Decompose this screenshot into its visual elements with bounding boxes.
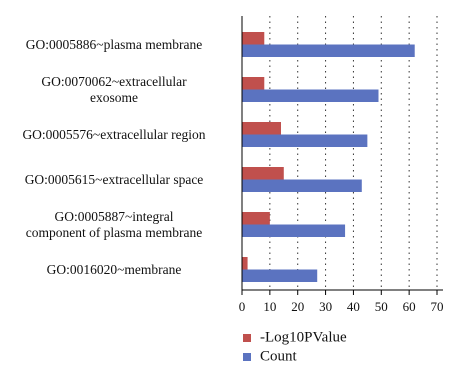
x-tick-label: 20 xyxy=(291,299,304,314)
legend-label: Count xyxy=(260,348,298,364)
y-tick-label: GO:0005576~extracellular region xyxy=(22,126,206,142)
legend-swatch xyxy=(243,353,251,361)
bar xyxy=(242,89,379,102)
x-tick-label: 0 xyxy=(239,299,246,314)
bar xyxy=(242,257,248,270)
legend-swatch xyxy=(243,334,251,342)
bar xyxy=(242,179,362,192)
y-tick-label: GO:0005886~plasma membrane xyxy=(25,36,203,52)
y-tick-label: GO:0005615~extracellular space xyxy=(24,171,204,187)
bar xyxy=(242,212,270,225)
bar xyxy=(242,224,346,237)
y-tick-label: GO:0016020~membrane xyxy=(46,261,182,277)
y-tick-label: GO:0070062~extracellular exosome xyxy=(41,73,187,105)
bar xyxy=(242,77,265,90)
x-tick-label: 10 xyxy=(263,299,276,314)
bar xyxy=(242,44,415,57)
x-tick-label: 60 xyxy=(403,299,416,314)
x-tick-label: 30 xyxy=(319,299,332,314)
x-tick-label: 40 xyxy=(347,299,360,314)
y-tick-label: GO:0005887~integral component of plasma … xyxy=(25,208,203,240)
bar xyxy=(242,122,281,135)
bar xyxy=(242,269,318,282)
x-tick-label: 70 xyxy=(431,299,444,314)
legend-label: -Log10PValue xyxy=(260,329,347,345)
bar xyxy=(242,167,284,180)
bar xyxy=(242,134,368,147)
bar xyxy=(242,32,265,45)
x-tick-label: 50 xyxy=(375,299,388,314)
